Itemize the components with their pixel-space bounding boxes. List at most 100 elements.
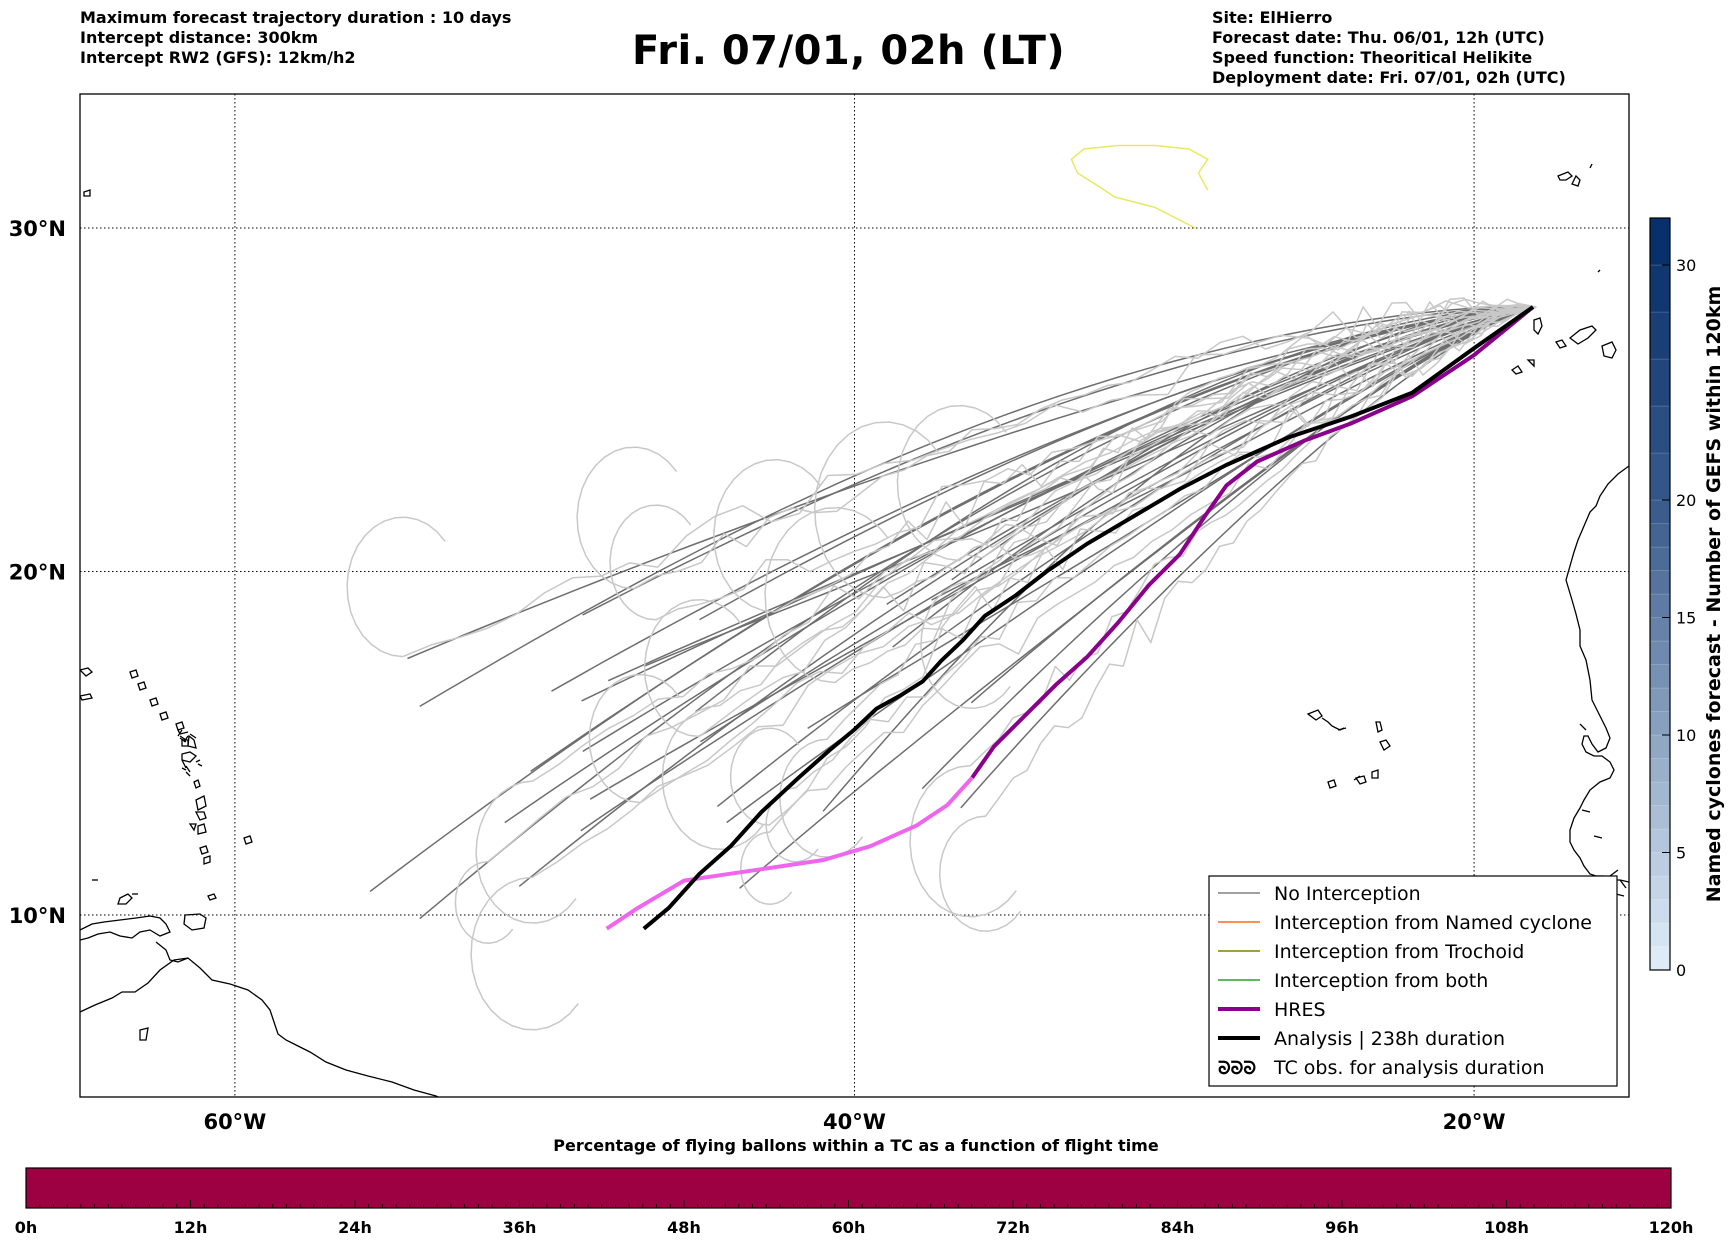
coastline-trinidad xyxy=(183,913,207,931)
canary-islands xyxy=(1510,163,1617,375)
timebar-tick-label: 60h xyxy=(832,1218,866,1237)
lesser-antilles xyxy=(80,189,253,1041)
gefs-track xyxy=(661,306,1537,851)
timebar-tick-label: 12h xyxy=(174,1218,208,1237)
colorbar-block xyxy=(1649,687,1671,712)
cyclone-colorbar: 0 5 10 15 20 30 Named cyclones forecast - Num… xyxy=(1649,217,1725,980)
colorbar-block xyxy=(1649,358,1671,407)
colorbar-block xyxy=(1649,922,1671,947)
trajectory-tracks xyxy=(346,297,1537,1031)
timebar-tick-label: 0h xyxy=(15,1218,38,1237)
gefs-track xyxy=(740,304,1537,905)
colorbar-block xyxy=(1649,593,1671,618)
gefs-track xyxy=(909,306,1537,918)
coastline-venezuela-gulf xyxy=(80,915,171,941)
colorbar-block xyxy=(1649,311,1671,360)
colorbar-block xyxy=(1649,758,1671,783)
timebar-tick-label: 108h xyxy=(1484,1218,1529,1237)
coastline-guyana-inlet xyxy=(155,941,189,963)
colorbar-block xyxy=(1649,217,1671,266)
timebar-tick-label: 84h xyxy=(1161,1218,1195,1237)
page-title: Fri. 07/01, 02h (LT) xyxy=(632,28,1066,74)
legend-box xyxy=(1208,875,1618,1087)
map-land xyxy=(80,163,1629,1097)
timebar-tick-label: 48h xyxy=(667,1218,701,1237)
legend-label: Interception from Trochoid xyxy=(1274,941,1524,963)
colorbar-block xyxy=(1649,405,1671,454)
colorbar-block xyxy=(1649,781,1671,806)
gefs-track xyxy=(419,305,1537,708)
lat-label: 30°N xyxy=(9,217,66,241)
map-axis-labels: 30°N 20°N 10°N 60°W 40°W 20°W xyxy=(9,217,1506,1134)
timebar-tick-label: 72h xyxy=(996,1218,1030,1237)
gefs-track xyxy=(813,306,1537,599)
coastline-south-america xyxy=(80,957,440,1097)
gefs-track xyxy=(699,306,1537,743)
colorbar-block xyxy=(1649,852,1671,877)
coastline-west-africa xyxy=(1565,465,1629,883)
tc-obs-symbol: ᘐᘐᘐ xyxy=(1218,1058,1256,1079)
colorbar-block xyxy=(1649,711,1671,736)
coastline-west-africa-detail xyxy=(1579,723,1627,897)
colorbar-block xyxy=(1649,664,1671,689)
gefs-track xyxy=(581,306,1537,702)
colorbar-blocks xyxy=(1649,217,1671,971)
header-line-speed-function: Speed function: Theoritical Helikite xyxy=(1212,48,1533,67)
colorbar-tick-label: 0 xyxy=(1676,961,1686,980)
colorbar-tick-label: 10 xyxy=(1676,726,1696,745)
colorbar-block xyxy=(1649,875,1671,900)
gefs-track xyxy=(960,306,1537,809)
gefs-track xyxy=(892,306,1537,648)
gefs-track xyxy=(609,306,1537,621)
legend: No Interception Interception from Named c… xyxy=(1208,875,1618,1087)
gefs-track xyxy=(369,306,1537,893)
lon-label: 40°W xyxy=(823,1110,886,1134)
cape-verde-islands xyxy=(1306,709,1391,789)
header-line-intercept-rw2: Intercept RW2 (GFS): 12km/h2 xyxy=(80,48,356,67)
gefs-track xyxy=(470,306,1537,1031)
legend-label: TC obs. for analysis duration xyxy=(1273,1057,1545,1079)
colorbar-block xyxy=(1649,499,1671,524)
colorbar-tick-label: 5 xyxy=(1676,844,1686,863)
legend-label: Interception from Named cyclone xyxy=(1274,912,1592,934)
gefs-track xyxy=(346,306,1537,658)
colorbar-block xyxy=(1649,946,1671,971)
colorbar-block xyxy=(1649,899,1671,924)
gefs-track xyxy=(931,306,1537,601)
header-line-site: Site: ElHierro xyxy=(1212,8,1333,27)
colorbar-frame xyxy=(1649,217,1671,971)
highlight-track xyxy=(1070,144,1209,229)
gefs-track xyxy=(588,306,1537,804)
gefs-track xyxy=(643,305,1537,738)
gefs-track xyxy=(576,300,1537,590)
colorbar-tick-label: 15 xyxy=(1676,609,1696,628)
analysis-track xyxy=(642,305,1535,931)
header-right: Site: ElHierro Forecast date: Thu. 06/01… xyxy=(1212,8,1566,88)
gefs-track xyxy=(582,306,1537,616)
colorbar-tick-label: 20 xyxy=(1676,491,1696,510)
legend-label: Analysis | 238h duration xyxy=(1274,1028,1505,1050)
colorbar-block xyxy=(1649,640,1671,665)
colorbar-tick-label: 30 xyxy=(1676,256,1696,275)
gefs-track xyxy=(551,306,1537,692)
timebar-tick-labels: 0h 12h 24h 36h 48h 60h 72h 84h 96h 108h 120h xyxy=(15,1218,1694,1237)
hres-track xyxy=(970,305,1535,779)
legend-label: HRES xyxy=(1274,999,1326,1021)
colorbar-block xyxy=(1649,828,1671,853)
header-left: Maximum forecast trajectory duration : 1… xyxy=(80,8,511,68)
colorbar-block xyxy=(1649,617,1671,642)
timebar-tick-label: 36h xyxy=(503,1218,537,1237)
colorbar-block xyxy=(1649,546,1671,571)
colorbar-block xyxy=(1649,264,1671,313)
header-line-deployment-date: Deployment date: Fri. 07/01, 02h (UTC) xyxy=(1212,68,1566,87)
gefs-track xyxy=(921,306,1537,790)
map-frame xyxy=(79,93,1630,1098)
header-line-duration: Maximum forecast trajectory duration : 1… xyxy=(80,8,512,27)
lon-label: 20°W xyxy=(1443,1110,1506,1134)
header-line-intercept-distance: Intercept distance: 300km xyxy=(80,28,319,47)
gefs-track xyxy=(920,298,1537,710)
flight-time-bar: 0h 12h 24h 36h 48h 60h 72h 84h 96h 108h 120h xyxy=(15,1167,1694,1237)
colorbar-ticks: 0 5 10 15 20 30 xyxy=(1662,256,1696,980)
gefs-track xyxy=(764,306,1537,684)
